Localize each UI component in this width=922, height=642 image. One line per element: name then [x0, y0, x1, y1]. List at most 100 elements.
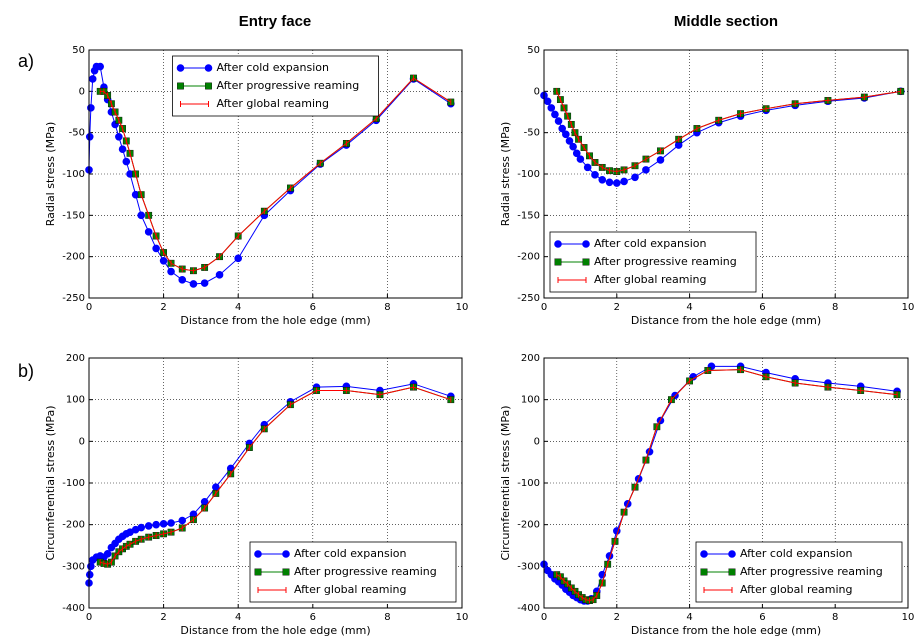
marker [159, 520, 168, 528]
plot-frame [543, 49, 909, 299]
series-group [85, 62, 455, 288]
y-tick-label: -200 [62, 520, 85, 531]
x-tick-label: 10 [902, 612, 915, 623]
marker [167, 519, 175, 527]
marker [254, 568, 262, 576]
x-tick-label: 6 [759, 302, 765, 313]
x-tick-label: 6 [310, 302, 316, 313]
legend-label: After cold expansion [217, 61, 330, 74]
marker [656, 156, 665, 164]
legend-label: After cold expansion [740, 547, 853, 560]
marker [582, 258, 590, 266]
column-title: Middle section [674, 13, 778, 30]
panel: 0 2 4 6 8 10 -250 -200 -150 -100 -50 0 50 Distance fr… [44, 45, 468, 327]
x-tick-label: 4 [235, 612, 241, 623]
x-tick-label: 2 [160, 302, 166, 313]
y-tick-label: -200 [517, 520, 540, 531]
legend-label: After progressive reaming [740, 565, 883, 578]
marker [582, 240, 590, 248]
x-tick-label: 8 [832, 302, 838, 313]
legend-label: After global reaming [740, 583, 852, 596]
x-tick-label: 6 [310, 612, 316, 623]
x-tick-label: 8 [832, 612, 838, 623]
marker [118, 145, 127, 153]
x-tick-label: 10 [456, 612, 469, 623]
legend-label: After global reaming [294, 583, 406, 596]
x-tick-label: 0 [86, 302, 92, 313]
marker [103, 550, 112, 558]
marker [554, 117, 563, 125]
legend-label: After cold expansion [294, 547, 407, 560]
y-tick-label: -400 [62, 603, 85, 614]
marker [598, 175, 607, 184]
y-tick-label: -50 [69, 128, 85, 139]
y-tick-label: 0 [534, 86, 540, 97]
marker [204, 64, 213, 72]
marker [205, 82, 212, 90]
x-tick-label: 4 [686, 302, 692, 313]
marker [152, 244, 160, 253]
x-axis-label: Distance from the hole edge (mm) [180, 314, 370, 327]
y-tick-label: -100 [517, 478, 540, 489]
panel: 0 2 4 6 8 10 -400 -300 -200 -100 0 100 200 Distance f… [499, 353, 914, 637]
marker [152, 520, 160, 529]
legend: After cold expansion After progressive re… [172, 55, 379, 117]
marker [728, 568, 736, 576]
x-tick-label: 8 [384, 302, 390, 313]
marker [551, 110, 559, 119]
legend-label: After progressive reaming [594, 255, 737, 268]
marker [700, 568, 708, 576]
x-tick-label: 4 [686, 612, 692, 623]
y-tick-label: 100 [66, 395, 85, 406]
marker [85, 570, 94, 579]
y-tick-label: -250 [62, 293, 85, 304]
y-axis-label: Circumferential stress (MPa) [499, 405, 512, 560]
marker [137, 523, 146, 532]
marker [554, 240, 562, 248]
y-tick-label: 0 [79, 86, 85, 97]
marker [572, 149, 581, 158]
y-tick-label: 50 [527, 45, 540, 56]
marker [96, 62, 104, 71]
marker [282, 550, 290, 558]
marker [144, 522, 153, 530]
row-label: b) [18, 361, 34, 381]
x-axis-label: Distance from the hole edge (mm) [631, 314, 821, 327]
marker [254, 550, 262, 558]
marker [122, 157, 131, 166]
legend-label: After progressive reaming [217, 79, 360, 92]
y-tick-label: 200 [66, 353, 85, 364]
series-group [540, 87, 905, 187]
marker [543, 97, 552, 106]
marker [159, 257, 168, 265]
series-group [540, 362, 901, 605]
marker [115, 133, 123, 141]
panel: 0 2 4 6 8 10 -400 -300 -200 -100 0 100 200 Distance f… [44, 353, 468, 637]
x-tick-label: 8 [384, 612, 390, 623]
row-label: a) [18, 51, 34, 71]
legend: After cold expansion After progressive re… [695, 541, 903, 603]
marker [212, 483, 220, 491]
y-axis-label: Circumferential stress (MPa) [44, 405, 57, 560]
marker [554, 258, 562, 266]
marker [234, 254, 242, 263]
marker [547, 104, 556, 112]
marker [88, 75, 97, 83]
marker [620, 177, 628, 186]
legend: After cold expansion After progressive re… [249, 541, 457, 603]
y-tick-label: -250 [517, 293, 540, 304]
column-title: Entry face [239, 13, 312, 30]
marker [605, 178, 614, 187]
x-tick-label: 10 [456, 302, 469, 313]
legend-label: After global reaming [217, 97, 329, 110]
y-tick-label: -300 [517, 561, 540, 572]
y-tick-label: 50 [72, 45, 85, 56]
marker [167, 267, 175, 276]
y-tick-label: -300 [62, 561, 85, 572]
y-tick-label: -200 [517, 252, 540, 263]
legend-label: After progressive reaming [294, 565, 437, 578]
marker [613, 179, 621, 187]
y-tick-label: -150 [62, 210, 85, 221]
x-tick-label: 2 [614, 612, 620, 623]
